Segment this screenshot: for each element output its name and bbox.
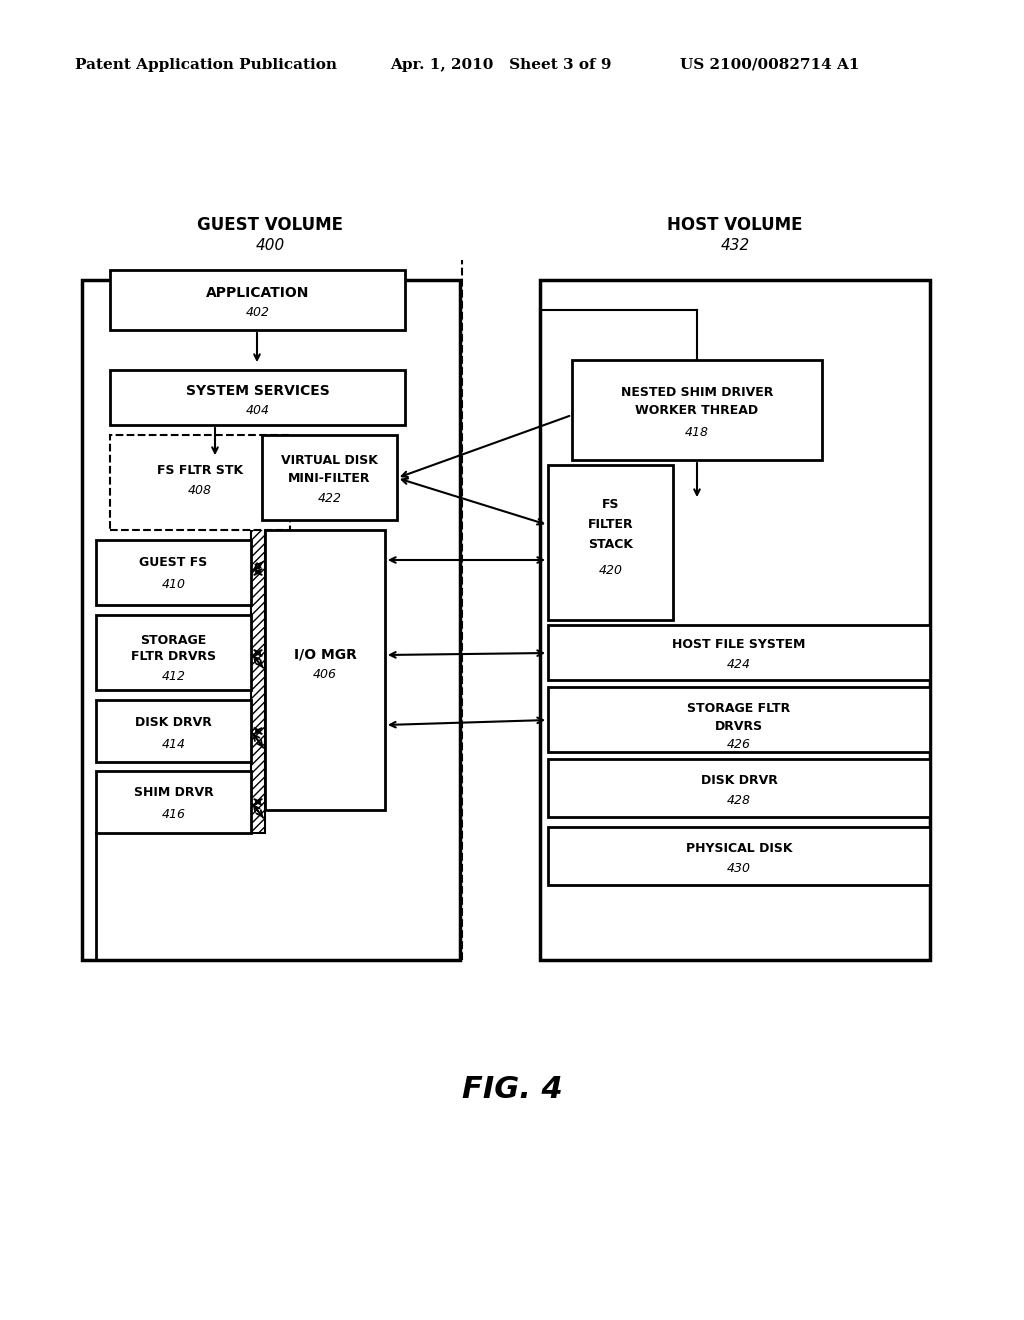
Text: 400: 400 <box>255 238 285 252</box>
Text: SHIM DRVR: SHIM DRVR <box>133 787 213 800</box>
Text: SYSTEM SERVICES: SYSTEM SERVICES <box>185 384 330 399</box>
Bar <box>96 700 251 762</box>
Text: Apr. 1, 2010   Sheet 3 of 9: Apr. 1, 2010 Sheet 3 of 9 <box>390 58 611 73</box>
Text: 410: 410 <box>162 578 185 591</box>
Bar <box>548 465 673 620</box>
Text: I/O MGR: I/O MGR <box>294 648 356 663</box>
Bar <box>548 624 930 680</box>
Text: 408: 408 <box>188 483 212 496</box>
Text: VIRTUAL DISK: VIRTUAL DISK <box>281 454 378 466</box>
Bar <box>96 540 251 605</box>
Text: 430: 430 <box>727 862 751 875</box>
Text: 428: 428 <box>727 795 751 808</box>
Text: GUEST FS: GUEST FS <box>139 557 208 569</box>
Bar <box>251 525 265 833</box>
Bar <box>548 828 930 884</box>
Text: 432: 432 <box>720 238 750 252</box>
Bar <box>540 280 930 960</box>
Text: 412: 412 <box>162 669 185 682</box>
Text: 420: 420 <box>598 564 623 577</box>
Bar <box>572 360 822 459</box>
Bar <box>548 759 930 817</box>
Text: DISK DRVR: DISK DRVR <box>700 774 777 787</box>
Text: 416: 416 <box>162 808 185 821</box>
Text: 406: 406 <box>313 668 337 681</box>
Text: FS: FS <box>602 499 620 511</box>
Text: DRVRS: DRVRS <box>715 719 763 733</box>
Text: NESTED SHIM DRIVER: NESTED SHIM DRIVER <box>621 387 773 400</box>
Text: STACK: STACK <box>588 539 633 552</box>
Text: STORAGE FLTR: STORAGE FLTR <box>687 701 791 714</box>
Bar <box>265 531 385 810</box>
Bar <box>262 436 397 520</box>
Text: Patent Application Publication: Patent Application Publication <box>75 58 337 73</box>
Bar <box>110 370 406 425</box>
Text: FS FLTR STK: FS FLTR STK <box>157 463 243 477</box>
Text: 402: 402 <box>246 305 269 318</box>
Text: HOST VOLUME: HOST VOLUME <box>668 216 803 234</box>
Text: 418: 418 <box>685 425 709 438</box>
Bar <box>110 271 406 330</box>
Text: STORAGE: STORAGE <box>140 634 207 647</box>
Bar <box>96 615 251 690</box>
Bar <box>110 436 290 531</box>
Text: FLTR DRVRS: FLTR DRVRS <box>131 649 216 663</box>
Text: 426: 426 <box>727 738 751 751</box>
Text: 404: 404 <box>246 404 269 417</box>
Text: 414: 414 <box>162 738 185 751</box>
Text: WORKER THREAD: WORKER THREAD <box>636 404 759 417</box>
Text: GUEST VOLUME: GUEST VOLUME <box>197 216 343 234</box>
Bar <box>96 771 251 833</box>
Text: FIG. 4: FIG. 4 <box>462 1076 562 1105</box>
Text: 424: 424 <box>727 657 751 671</box>
Text: DISK DRVR: DISK DRVR <box>135 715 212 729</box>
Text: US 2100/0082714 A1: US 2100/0082714 A1 <box>680 58 859 73</box>
Text: 422: 422 <box>317 491 341 504</box>
Text: MINI-FILTER: MINI-FILTER <box>288 471 371 484</box>
Text: APPLICATION: APPLICATION <box>206 286 309 300</box>
Bar <box>548 686 930 752</box>
Text: PHYSICAL DISK: PHYSICAL DISK <box>686 842 793 854</box>
Bar <box>82 280 460 960</box>
Text: FILTER: FILTER <box>588 519 633 532</box>
Text: HOST FILE SYSTEM: HOST FILE SYSTEM <box>673 638 806 651</box>
